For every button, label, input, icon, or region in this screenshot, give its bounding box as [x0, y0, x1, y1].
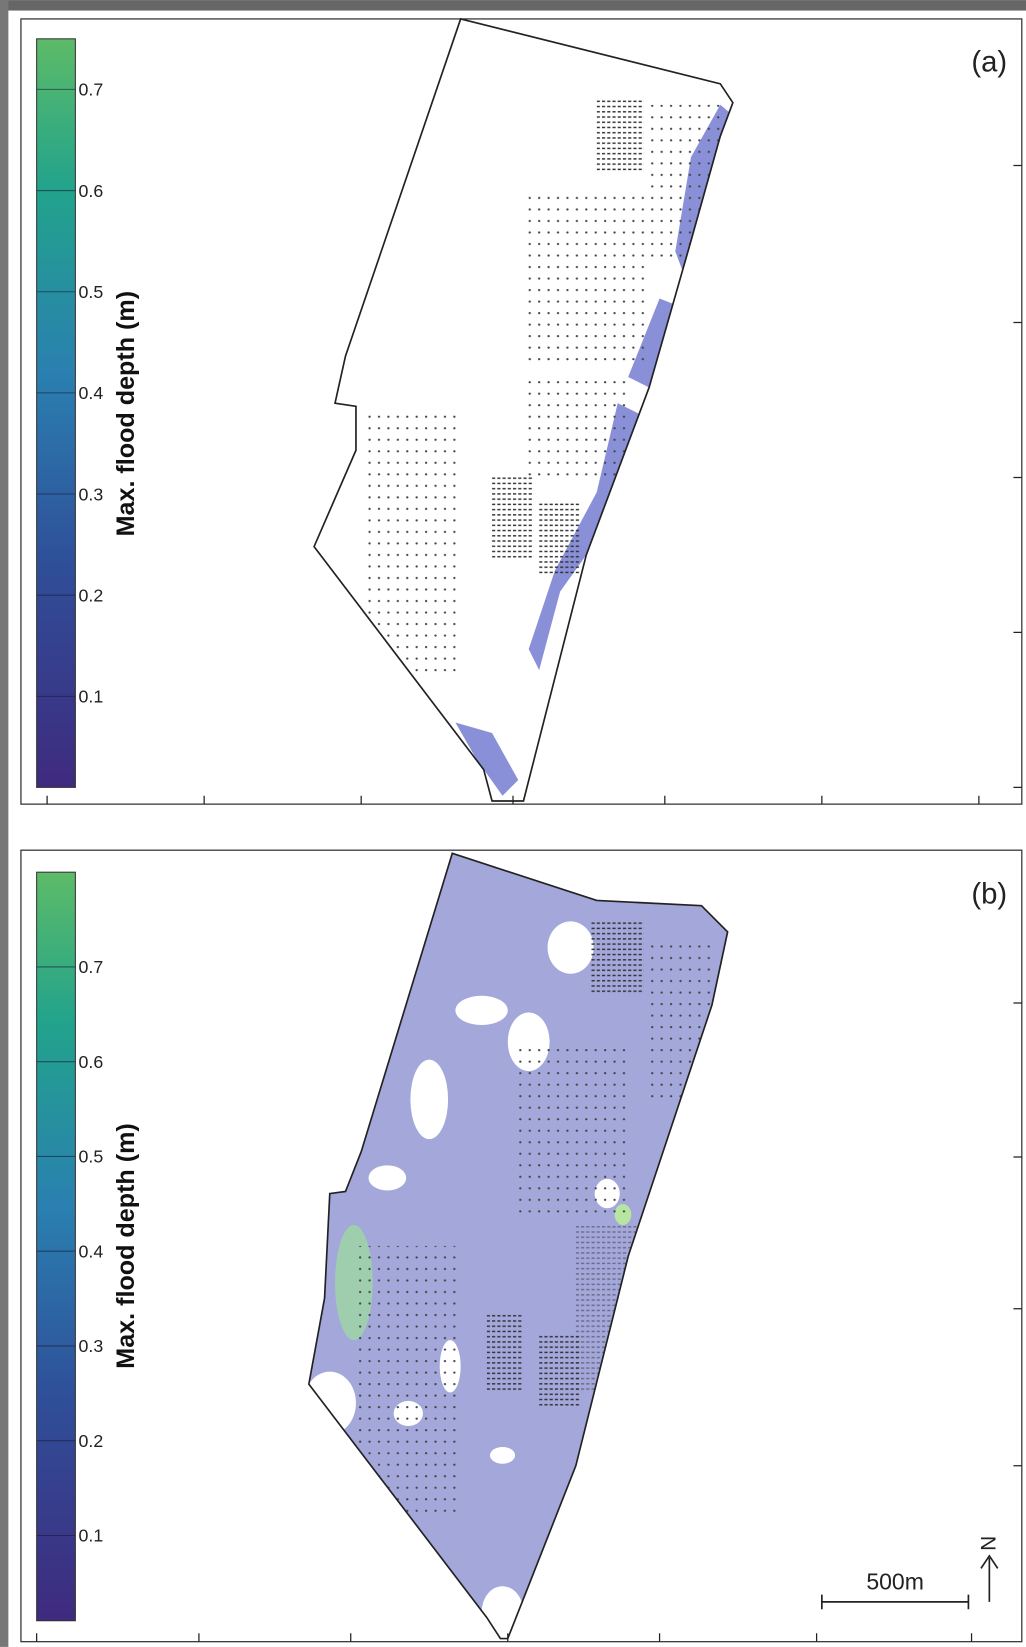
frame-bar — [0, 0, 1026, 10]
colorbar-title: Max. flood depth (m) — [112, 291, 140, 537]
colorbar-tick-label: 0.3 — [79, 1336, 104, 1356]
colorbar-tick-label: 0.7 — [79, 80, 104, 100]
scale-label: 500m — [866, 1568, 924, 1594]
colorbar-tick-label: 0.1 — [79, 687, 104, 707]
colorbar-tick-label: 0.5 — [79, 282, 104, 302]
colorbar-tick-label: 0.2 — [79, 585, 104, 605]
panel-b: 500m N — [21, 838, 1022, 1647]
page: 500m N (a) 0.1 0.2 0.3 0.4 0.5 0.6 0.7 Max. floo… — [0, 0, 1026, 1647]
colorbar — [37, 872, 76, 1621]
colorbar-tick-label: 0.3 — [79, 484, 104, 504]
colorbar-tick-label: 0.4 — [79, 383, 104, 403]
colorbar — [37, 39, 76, 788]
panel-frame — [21, 19, 1022, 804]
colorbar-tick-label: 0.7 — [79, 957, 104, 977]
panel-label: (a) — [971, 45, 1007, 78]
colorbar-tick-label: 0.1 — [79, 1526, 104, 1546]
colorbar-tick-label: 0.5 — [79, 1147, 104, 1167]
colorbar-tick-label: 0.2 — [79, 1431, 104, 1451]
colorbar-title: Max. flood depth (m) — [112, 1123, 140, 1369]
frame-edge — [0, 0, 8, 1647]
panel-a — [21, 19, 1022, 804]
north-label: N — [978, 1536, 1001, 1551]
panel-label: (b) — [971, 878, 1007, 911]
colorbar-tick-label: 0.4 — [79, 1241, 104, 1261]
figure: 500m N (a) 0.1 0.2 0.3 0.4 0.5 0.6 0.7 Max. floo… — [0, 0, 1026, 1647]
colorbar-tick-label: 0.6 — [79, 181, 104, 201]
colorbar-tick-label: 0.6 — [79, 1052, 104, 1072]
